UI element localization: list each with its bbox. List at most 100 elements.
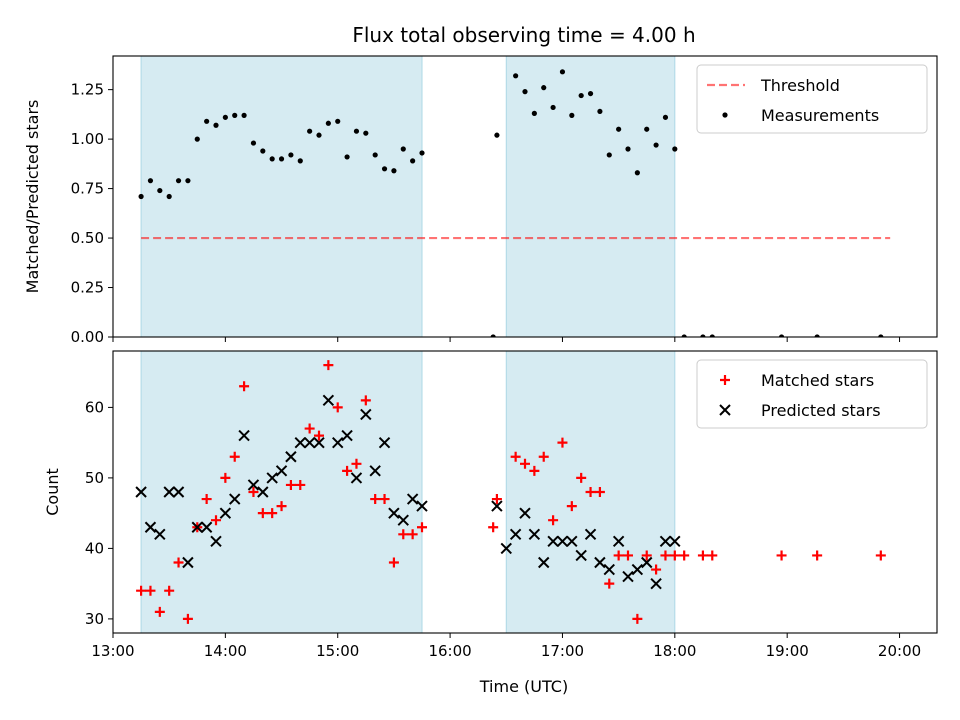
predicted-point bbox=[350, 472, 363, 484]
measurement-point bbox=[653, 142, 659, 148]
measurement-point bbox=[157, 187, 163, 194]
matched-point bbox=[323, 360, 334, 371]
measurement-point bbox=[644, 126, 650, 132]
matched-point bbox=[491, 494, 502, 505]
predicted-point bbox=[285, 451, 297, 463]
predicted-point bbox=[341, 429, 353, 442]
predicted-point bbox=[622, 570, 634, 583]
x-tick-label: 16:00 bbox=[428, 642, 471, 660]
series-measurements bbox=[138, 69, 884, 337]
measurement-point bbox=[381, 166, 388, 172]
measurement-point bbox=[297, 158, 303, 164]
predicted-point bbox=[182, 556, 194, 569]
predicted-point bbox=[519, 507, 531, 519]
predicted-point bbox=[528, 528, 541, 541]
axes-frame bbox=[112, 350, 938, 634]
legend-label: Threshold bbox=[760, 76, 840, 95]
measurement-point bbox=[634, 170, 640, 176]
matched-point bbox=[529, 465, 540, 476]
predicted-point bbox=[229, 493, 241, 505]
matched-point bbox=[379, 494, 390, 505]
predicted-point bbox=[650, 577, 662, 590]
predicted-point bbox=[238, 429, 250, 442]
matched-point bbox=[585, 487, 596, 497]
measurement-point bbox=[878, 334, 884, 337]
measurement-point bbox=[597, 108, 603, 115]
matched-point bbox=[604, 578, 615, 589]
measurement-point bbox=[288, 152, 294, 158]
plot-area bbox=[138, 69, 891, 337]
measurement-point bbox=[325, 120, 331, 126]
legend-box bbox=[696, 359, 928, 429]
shaded-interval-0 bbox=[140, 55, 423, 338]
predicted-point bbox=[219, 507, 232, 519]
matched-point bbox=[594, 487, 605, 497]
matched-point bbox=[211, 515, 221, 526]
measurement-point bbox=[419, 150, 425, 156]
matched-point bbox=[351, 458, 362, 469]
predicted-point bbox=[144, 521, 157, 533]
measurement-point bbox=[250, 140, 257, 146]
measurement-point bbox=[550, 104, 556, 111]
x-tick-label: 14:00 bbox=[204, 642, 247, 660]
predicted-point bbox=[163, 486, 175, 498]
matched-point bbox=[342, 465, 353, 476]
predicted-point bbox=[135, 486, 147, 498]
y-tick-label: 0.00 bbox=[71, 328, 104, 346]
legend-label: Predicted stars bbox=[761, 401, 881, 420]
matched-point bbox=[276, 501, 287, 512]
predicted-point bbox=[669, 535, 681, 548]
x-tick-label: 19:00 bbox=[766, 642, 809, 660]
matched-point bbox=[557, 437, 568, 448]
predicted-point bbox=[191, 521, 203, 533]
predicted-point bbox=[631, 563, 644, 576]
predicted-point bbox=[247, 479, 260, 491]
measurement-point bbox=[213, 122, 219, 128]
x-axis-label: Time (UTC) bbox=[479, 677, 568, 696]
measurement-point bbox=[316, 132, 322, 138]
predicted-point bbox=[322, 394, 335, 407]
legend-box bbox=[696, 64, 928, 134]
x-tick-label: 13:00 bbox=[91, 642, 134, 660]
measurement-point bbox=[400, 146, 406, 152]
matched-point bbox=[707, 550, 718, 561]
predicted-point bbox=[332, 436, 344, 449]
measurement-point bbox=[278, 156, 285, 162]
measurement-point bbox=[700, 334, 706, 337]
measurement-point bbox=[569, 112, 575, 118]
matched-point bbox=[239, 381, 250, 392]
matched-point bbox=[220, 472, 231, 483]
measurement-point bbox=[335, 118, 341, 124]
matched-point bbox=[812, 550, 823, 561]
predicted-point bbox=[294, 436, 306, 449]
measurement-point bbox=[344, 154, 350, 160]
predicted-point bbox=[659, 535, 672, 548]
measurement-point bbox=[681, 334, 687, 337]
figure-title: Flux total observing time = 4.00 h bbox=[352, 23, 695, 47]
matched-point bbox=[510, 451, 521, 462]
matched-point bbox=[875, 550, 886, 561]
y-tick-label: 1.00 bbox=[71, 130, 104, 148]
predicted-point bbox=[369, 465, 381, 477]
predicted-point bbox=[584, 528, 597, 541]
predicted-point bbox=[200, 521, 213, 533]
predicted-point bbox=[603, 563, 615, 576]
predicted-point bbox=[303, 436, 316, 449]
measurement-point bbox=[363, 130, 369, 136]
measurement-point bbox=[232, 112, 238, 118]
measurement-point bbox=[541, 85, 547, 91]
measurement-point bbox=[204, 118, 210, 124]
y-axis-label: Matched/Predicted stars bbox=[23, 100, 42, 294]
measurement-point bbox=[606, 152, 612, 158]
matched-point bbox=[651, 564, 662, 575]
matched-point bbox=[576, 472, 587, 483]
matched-point bbox=[173, 557, 184, 568]
x-tick-label: 17:00 bbox=[541, 642, 584, 660]
matched-point bbox=[154, 606, 165, 617]
matched-point bbox=[304, 423, 315, 434]
predicted-point bbox=[547, 535, 559, 548]
predicted-point bbox=[500, 542, 512, 555]
predicted-point bbox=[594, 556, 606, 569]
series-matched-stars bbox=[136, 360, 886, 624]
measurement-point bbox=[490, 334, 496, 337]
